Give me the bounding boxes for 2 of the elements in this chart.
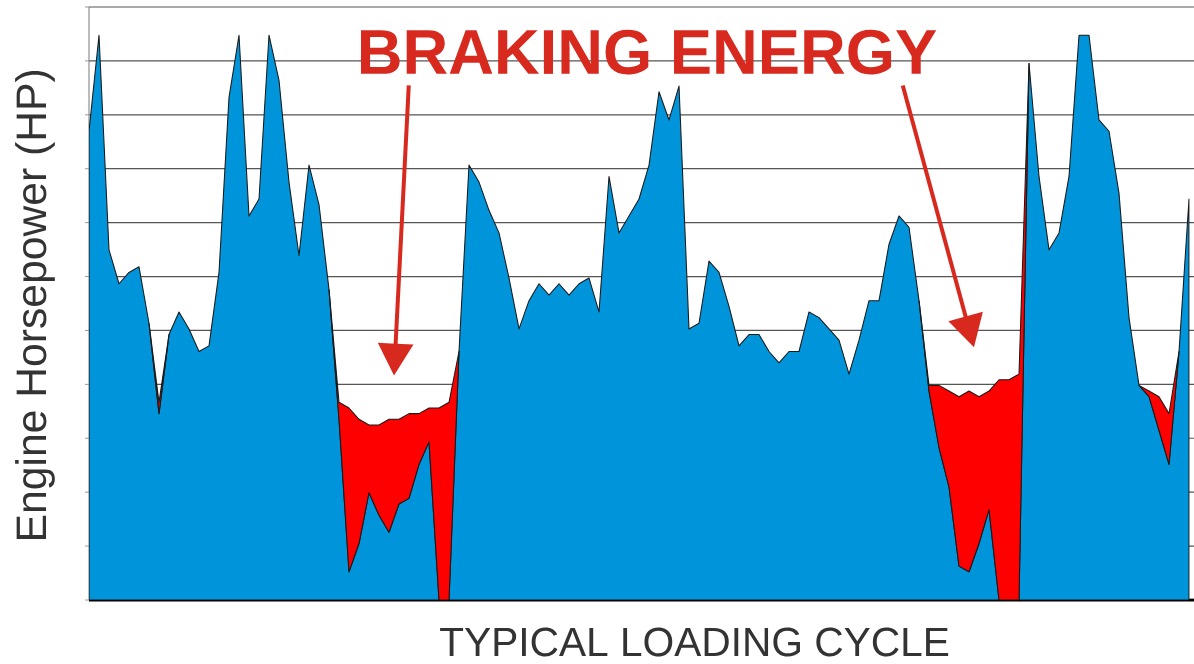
x-axis-title: TYPICAL LOADING CYCLE — [440, 627, 949, 657]
y-axis-title: Engine Horsepower (HP) — [15, 70, 55, 539]
